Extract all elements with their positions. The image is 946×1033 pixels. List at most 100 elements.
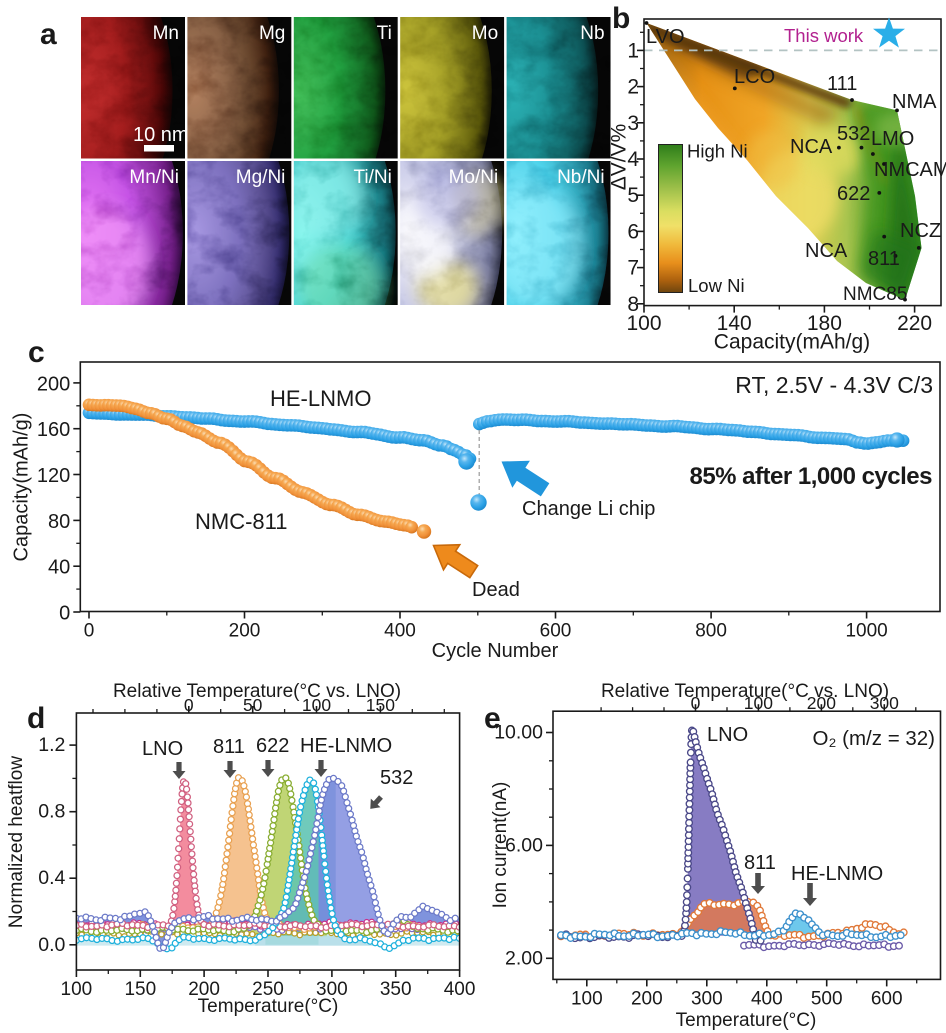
svg-text:150: 150: [124, 979, 156, 1000]
svg-text:2.00: 2.00: [505, 947, 543, 969]
svg-text:200: 200: [631, 988, 663, 1009]
svg-text:LVO: LVO: [646, 26, 685, 48]
svg-text:80: 80: [48, 511, 70, 533]
svg-text:300: 300: [870, 693, 899, 713]
svg-text:622: 622: [256, 735, 289, 757]
svg-text:100: 100: [626, 312, 661, 335]
svg-text:150: 150: [366, 695, 395, 715]
svg-text:180: 180: [807, 312, 842, 335]
svg-text:High Ni: High Ni: [687, 141, 748, 162]
svg-text:500: 500: [811, 988, 843, 1009]
svg-text:40: 40: [48, 557, 70, 579]
svg-text:LCO: LCO: [734, 66, 775, 88]
svg-text:LMO: LMO: [871, 128, 914, 150]
svg-text:Cycle Number: Cycle Number: [432, 640, 559, 662]
svg-text:NCZ: NCZ: [900, 220, 941, 242]
svg-text:100: 100: [744, 693, 773, 713]
svg-text:220: 220: [897, 312, 932, 335]
svg-text:b: b: [612, 2, 630, 35]
svg-text:7: 7: [627, 257, 639, 280]
svg-text:400: 400: [751, 988, 783, 1009]
svg-text:Mn: Mn: [153, 23, 179, 44]
svg-text:Capacity(mAh/g): Capacity(mAh/g): [714, 331, 870, 354]
svg-text:Change Li chip: Change Li chip: [522, 498, 655, 520]
svg-text:a: a: [40, 18, 57, 51]
svg-text:Normalized heatflow: Normalized heatflow: [6, 756, 27, 928]
svg-text:Temperature(°C): Temperature(°C): [198, 996, 339, 1017]
svg-text:d: d: [27, 702, 45, 735]
svg-text:8: 8: [627, 293, 639, 316]
svg-text:Low Ni: Low Ni: [688, 275, 745, 296]
svg-text:HE-LNMO: HE-LNMO: [270, 386, 371, 411]
svg-text:Mo: Mo: [472, 23, 498, 44]
svg-text:HE-LNMO: HE-LNMO: [300, 735, 392, 757]
svg-text:200: 200: [188, 979, 220, 1000]
svg-text:100: 100: [302, 695, 331, 715]
svg-text:0: 0: [691, 693, 701, 713]
svg-text:LNO: LNO: [707, 724, 748, 746]
svg-text:6: 6: [627, 220, 639, 243]
svg-text:532: 532: [837, 123, 870, 145]
svg-text:1: 1: [627, 39, 639, 62]
svg-text:2: 2: [627, 76, 639, 99]
svg-text:Ti: Ti: [377, 23, 392, 44]
svg-text:NCA: NCA: [790, 136, 833, 158]
svg-text:350: 350: [380, 979, 412, 1000]
svg-text:HE-LNMO: HE-LNMO: [791, 863, 883, 885]
svg-text:Relative Temperature(°C vs. LN: Relative Temperature(°C vs. LNO): [113, 681, 401, 702]
svg-text:c: c: [28, 336, 45, 369]
svg-text:3: 3: [627, 112, 639, 135]
svg-text:300: 300: [691, 988, 723, 1009]
svg-text:LNO: LNO: [142, 738, 183, 760]
svg-text:100: 100: [61, 979, 93, 1000]
svg-text:ΔV/V%: ΔV/V%: [608, 124, 631, 191]
svg-text:Mg/Ni: Mg/Ni: [236, 167, 286, 188]
svg-text:Mg: Mg: [259, 23, 285, 44]
svg-text:4: 4: [627, 148, 639, 171]
svg-text:120: 120: [37, 465, 70, 487]
svg-text:Ti/Ni: Ti/Ni: [353, 167, 391, 188]
svg-text:Nb: Nb: [580, 23, 604, 44]
svg-text:811: 811: [744, 852, 776, 874]
svg-text:622: 622: [837, 183, 870, 205]
svg-text:1000: 1000: [845, 621, 887, 642]
svg-text:811: 811: [213, 736, 245, 758]
svg-text:532: 532: [380, 767, 413, 789]
svg-text:50: 50: [243, 695, 263, 715]
svg-text:600: 600: [871, 988, 903, 1009]
svg-text:Mo/Ni: Mo/Ni: [449, 167, 499, 188]
svg-text:RT, 2.5V - 4.3V C/3: RT, 2.5V - 4.3V C/3: [735, 372, 933, 398]
svg-text:400: 400: [444, 979, 476, 1000]
svg-text:6.00: 6.00: [505, 834, 543, 856]
svg-text:140: 140: [717, 312, 752, 335]
svg-text:Dead: Dead: [472, 579, 520, 601]
svg-text:100: 100: [571, 988, 603, 1009]
svg-text:600: 600: [540, 621, 572, 642]
svg-text:NCA: NCA: [805, 240, 848, 262]
svg-text:300: 300: [316, 979, 348, 1000]
svg-text:10 nm: 10 nm: [133, 124, 189, 146]
svg-text:NMA: NMA: [892, 91, 937, 113]
svg-text:10.00: 10.00: [494, 722, 543, 744]
svg-text:NMC-811: NMC-811: [195, 509, 288, 534]
svg-text:e: e: [484, 702, 501, 735]
svg-text:0.0: 0.0: [38, 934, 65, 956]
svg-text:250: 250: [252, 979, 284, 1000]
svg-text:NMCAM: NMCAM: [874, 159, 946, 181]
svg-text:0.8: 0.8: [38, 801, 65, 823]
svg-text:200: 200: [807, 693, 836, 713]
svg-text:This work: This work: [784, 25, 864, 46]
svg-text:Mn/Ni: Mn/Ni: [129, 167, 179, 188]
svg-text:200: 200: [37, 373, 70, 395]
svg-text:Capacity(mAh/g): Capacity(mAh/g): [11, 413, 33, 562]
svg-text:Ion current(nA): Ion current(nA): [490, 782, 511, 909]
svg-text:160: 160: [37, 419, 70, 441]
svg-text:0.4: 0.4: [38, 867, 65, 889]
svg-text:400: 400: [384, 621, 416, 642]
svg-text:200: 200: [229, 621, 261, 642]
svg-text:NMC85: NMC85: [843, 284, 907, 305]
svg-text:1.2: 1.2: [38, 734, 65, 756]
svg-text:85% after 1,000 cycles: 85% after 1,000 cycles: [689, 463, 932, 490]
svg-text:111: 111: [827, 73, 857, 95]
svg-text:811: 811: [868, 248, 900, 270]
